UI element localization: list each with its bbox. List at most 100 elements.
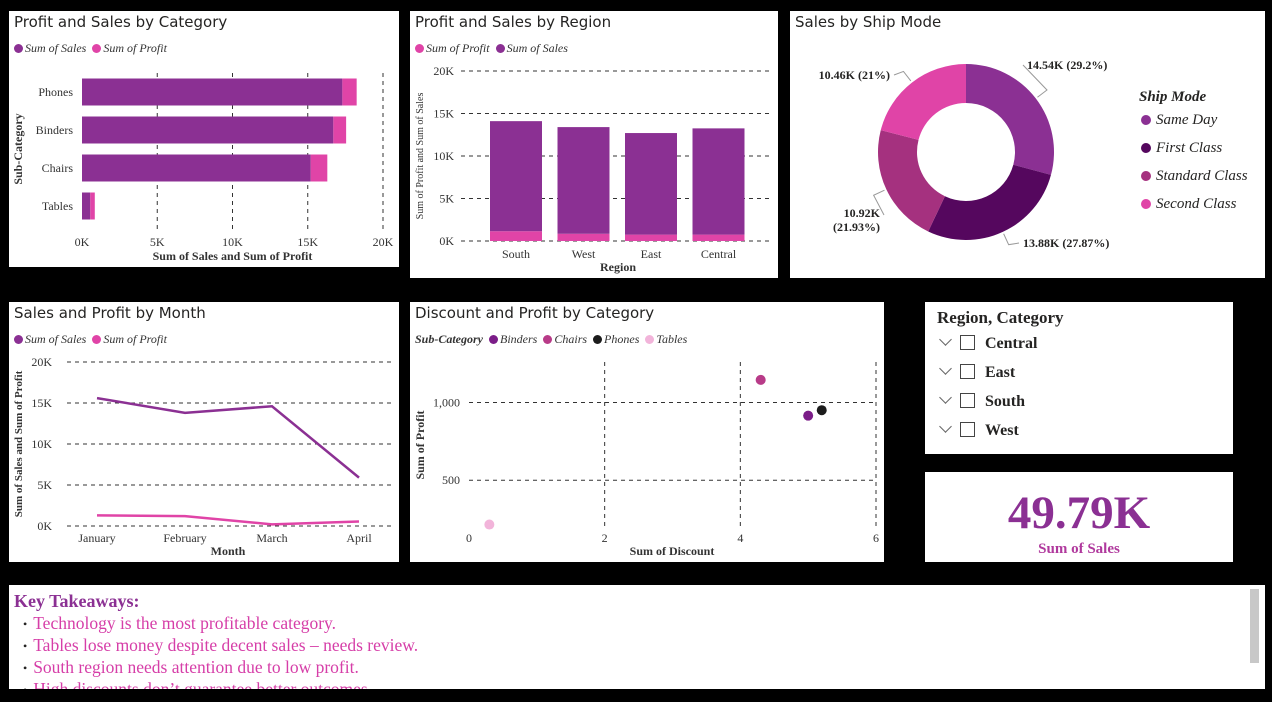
kpi-card: 49.79K Sum of Sales: [925, 472, 1233, 562]
legend-dot: [543, 335, 553, 344]
data-label: 10.46K (21%): [819, 68, 890, 82]
key-takeaways: Key Takeaways: Technology is the most pr…: [9, 585, 1265, 689]
legend-item[interactable]: Binders: [489, 332, 537, 347]
y-axis-title: Sum of Profit and Sum of Sales: [415, 93, 426, 220]
legend-label: Sum of Sales: [25, 332, 87, 346]
bar-segment: [342, 78, 357, 106]
legend-label: Tables: [656, 332, 688, 346]
bar-segment: [625, 133, 677, 235]
discount-legend: Sub-Category Binders Chairs Phones Tables: [415, 332, 693, 347]
x-tick-label: 0K: [75, 235, 90, 249]
takeaways-title: Key Takeaways:: [14, 591, 140, 611]
scatter-point: [484, 519, 495, 530]
bar-segment: [490, 121, 542, 232]
data-label: 13.88K (27.87%): [1023, 236, 1109, 250]
legend-item[interactable]: Sum of Profit: [415, 41, 490, 56]
legend-item[interactable]: Sum of Profit: [92, 332, 167, 347]
slicer-item-central[interactable]: Central: [937, 333, 1037, 354]
bar-segment: [82, 154, 311, 182]
region-chart: 0K 5K 10K 15K 20K South West East Central Region S…: [415, 64, 770, 274]
x-tick-label: 10K: [222, 235, 243, 249]
legend-label: Chairs: [554, 332, 588, 346]
chevron-down-icon[interactable]: [939, 333, 952, 346]
legend-item[interactable]: Phones: [593, 332, 639, 347]
legend-item[interactable]: Sum of Sales: [495, 41, 568, 56]
legend-dot: [92, 335, 102, 344]
checkbox[interactable]: [960, 364, 975, 379]
scatter-point: [816, 405, 827, 416]
y-tick-label: Chairs: [42, 161, 74, 175]
legend-item[interactable]: Same Day: [1139, 112, 1248, 140]
y-tick-label: Tables: [42, 199, 73, 213]
x-axis-title: Sum of Discount: [630, 544, 715, 558]
legend-item[interactable]: Sum of Profit: [92, 41, 167, 56]
y-tick-label: 20K: [31, 355, 52, 369]
donut-slice: [966, 64, 1054, 175]
checkbox[interactable]: [960, 422, 975, 437]
month-title: Sales and Profit by Month: [14, 304, 206, 322]
legend-dot: [415, 44, 424, 53]
category-legend: Sum of Sales Sum of Profit: [14, 41, 173, 56]
legend-title: Sub-Category: [415, 332, 484, 346]
month-panel: Sales and Profit by Month Sum of Sales Su…: [9, 302, 399, 562]
discount-title: Discount and Profit by Category: [415, 304, 655, 322]
legend-dot: [1141, 143, 1151, 153]
legend-label: First Class: [1156, 140, 1223, 156]
legend-dot: [495, 44, 505, 53]
slicer-item-label: South: [985, 393, 1026, 410]
legend-label: Sum of Sales: [25, 41, 87, 55]
kpi-label: Sum of Sales: [1038, 541, 1120, 557]
legend-label: Phones: [604, 332, 640, 346]
legend-item[interactable]: Sum of Sales: [14, 332, 86, 347]
y-tick-label: 1,000: [433, 395, 460, 409]
x-tick-label: East: [641, 247, 662, 261]
x-axis-title: Month: [211, 544, 246, 558]
shipmode-chart: 14.54K (29.2%) 13.88K (27.87%) 10.92K(21.9…: [819, 58, 1110, 250]
slicer-item-south[interactable]: South: [937, 391, 1026, 412]
takeaway-item: High discounts don’t guarantee better ou…: [23, 678, 418, 689]
takeaway-item: Tables lose money despite decent sales –…: [23, 634, 418, 656]
x-tick-label: West: [572, 247, 596, 261]
scatter-point: [755, 374, 766, 385]
y-tick-label: 15K: [31, 396, 52, 410]
slicer-item-east[interactable]: East: [937, 362, 1015, 383]
y-axis-title: Sum of Sales and Sum of Profit: [13, 370, 25, 517]
chevron-down-icon[interactable]: [939, 420, 952, 433]
checkbox[interactable]: [960, 393, 975, 408]
takeaways-list: Technology is the most profitable catego…: [23, 612, 418, 689]
bar-segment: [692, 128, 745, 235]
legend-item[interactable]: Tables: [645, 332, 687, 347]
legend-item[interactable]: Chairs: [543, 332, 587, 347]
x-tick-label: 20K: [373, 235, 394, 249]
legend-item[interactable]: Sum of Sales: [14, 41, 86, 56]
x-tick-label: April: [346, 531, 372, 545]
legend-item[interactable]: First Class: [1139, 140, 1248, 168]
x-tick-label: March: [256, 531, 287, 545]
bar-segment: [82, 192, 91, 220]
chevron-down-icon[interactable]: [939, 391, 952, 404]
category-chart: 0K 5K 10K 15K 20K Phones Binders Chairs Tables Su…: [11, 73, 394, 263]
scrollbar[interactable]: [1250, 589, 1259, 663]
legend-dot: [92, 44, 102, 53]
region-panel: Profit and Sales by Region Sum of Profit…: [410, 11, 778, 278]
legend-dot: [489, 335, 499, 344]
donut-slice: [878, 130, 945, 232]
x-tick-label: 6: [873, 531, 879, 545]
bar-segment: [625, 234, 677, 241]
bar-segment: [82, 116, 334, 144]
category-panel: Profit and Sales by Category Sum of Sale…: [9, 11, 399, 267]
y-tick-label: 0K: [37, 519, 52, 533]
legend-item[interactable]: Second Class: [1139, 196, 1248, 224]
bar-segment: [692, 234, 745, 241]
chevron-down-icon[interactable]: [939, 362, 952, 375]
takeaway-item: South region needs attention due to low …: [23, 656, 418, 678]
x-tick-label: 4: [737, 531, 743, 545]
legend-item[interactable]: Standard Class: [1139, 168, 1248, 196]
y-tick-label: 10K: [433, 149, 454, 163]
donut-slice: [928, 164, 1051, 240]
x-tick-label: February: [163, 531, 206, 545]
discount-panel: Discount and Profit by Category Sub-Cate…: [410, 302, 884, 562]
checkbox[interactable]: [960, 335, 975, 350]
legend-dot: [14, 44, 23, 53]
slicer-item-west[interactable]: West: [937, 420, 1019, 441]
